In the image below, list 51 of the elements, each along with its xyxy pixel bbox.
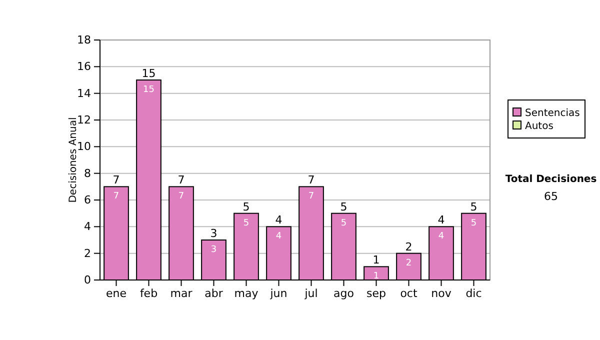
total-label: 7	[308, 174, 315, 187]
x-tick-label: mar	[170, 286, 193, 300]
data-label: 2	[406, 258, 412, 268]
data-label: 3	[210, 245, 217, 255]
y-tick-label: 0	[84, 274, 91, 287]
y-tick-label: 6	[84, 194, 91, 207]
x-tick-label: dic	[466, 286, 482, 300]
data-label: 15	[143, 85, 154, 95]
data-label: 5	[243, 218, 250, 228]
legend-label: Sentencias	[525, 108, 580, 119]
data-label: 5	[470, 218, 477, 228]
text: Total Decisiones	[505, 174, 597, 185]
total-label: 4	[438, 214, 445, 227]
total-label: 2	[405, 240, 412, 254]
y-tick-label: 10	[77, 140, 91, 154]
data-label: 7	[178, 192, 184, 202]
text: 65	[544, 190, 558, 203]
data-label: 7	[308, 192, 314, 202]
x-tick-label: feb	[140, 286, 158, 300]
data-label: 4	[276, 232, 282, 242]
y-tick-label: 16	[77, 60, 91, 74]
y-tick-label: 8	[84, 166, 91, 180]
legend-label: Autos	[525, 121, 554, 132]
total-label: 7	[178, 174, 185, 187]
y-tick-label: 14	[77, 86, 91, 100]
data-label: 4	[438, 232, 444, 242]
data-label: 5	[340, 218, 347, 228]
x-tick-label: ene	[106, 286, 127, 300]
x-tick-label: ago	[334, 286, 354, 300]
total-label: 7	[112, 174, 120, 187]
total-label: 3	[210, 227, 218, 240]
y-axis-title: Decisiones Anual	[68, 117, 79, 203]
total-label: 15	[142, 67, 156, 80]
data-label: 1	[373, 272, 380, 282]
x-tick-label: nov	[431, 286, 452, 300]
x-tick-label: may	[234, 286, 259, 300]
y-tick-label: 4	[84, 220, 91, 234]
x-tick-label: oct	[400, 286, 418, 300]
total-label: 1	[372, 254, 380, 267]
x-tick-label: jul	[304, 286, 318, 300]
y-tick-label: 2	[84, 246, 91, 260]
y-tick-label: 12	[77, 114, 91, 127]
total-label: 5	[470, 200, 478, 214]
data-label: 7	[113, 192, 120, 202]
x-tick-label: sep	[366, 286, 386, 300]
total-label: 5	[340, 200, 348, 214]
x-tick-label: abr	[204, 286, 224, 300]
x-tick-label: jun	[269, 286, 288, 300]
total-label: 4	[275, 214, 282, 227]
total-label: 5	[242, 200, 250, 214]
y-tick-label: 18	[77, 34, 91, 47]
